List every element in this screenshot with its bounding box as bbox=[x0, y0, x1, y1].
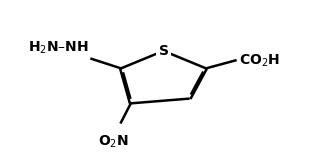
Text: CO$_2$H: CO$_2$H bbox=[239, 52, 280, 69]
Text: O$_2$N: O$_2$N bbox=[98, 134, 129, 150]
Text: H$_2$N–NH: H$_2$N–NH bbox=[28, 39, 88, 56]
Text: S: S bbox=[159, 44, 168, 58]
